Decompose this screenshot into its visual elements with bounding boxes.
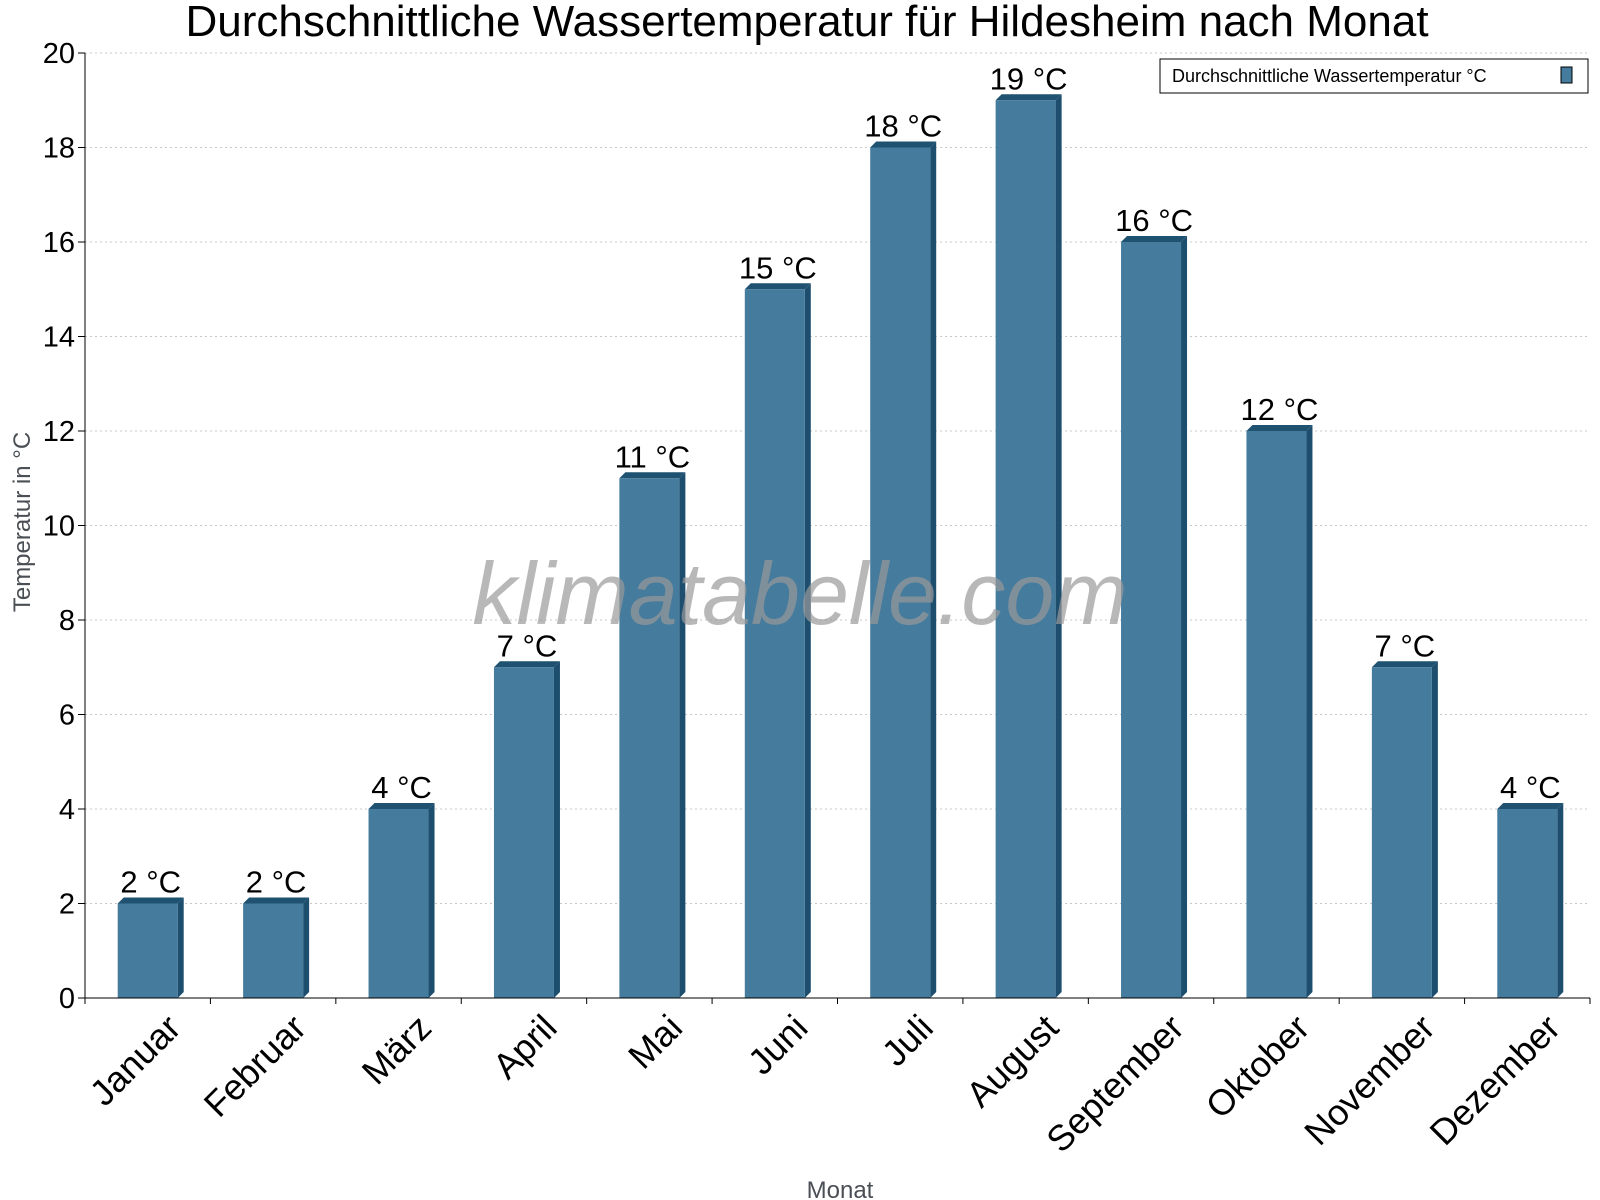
x-tick-label: November xyxy=(1296,1007,1442,1153)
bar-top xyxy=(995,94,1062,101)
bar-side xyxy=(553,661,560,998)
bar-top xyxy=(619,472,686,479)
bar-top xyxy=(243,897,310,904)
bar xyxy=(1246,431,1307,998)
bar xyxy=(870,147,931,998)
bar-side xyxy=(804,283,811,998)
bar xyxy=(1121,242,1182,998)
bar xyxy=(744,289,805,998)
bar xyxy=(995,100,1056,998)
y-tick-label: 10 xyxy=(43,511,75,543)
x-tick-label: Oktober xyxy=(1198,1007,1318,1127)
bar-top xyxy=(368,803,435,809)
watermark: klimatabelle.com xyxy=(472,544,1127,643)
bar-Februar xyxy=(243,897,310,998)
data-label: 2 °C xyxy=(120,865,181,900)
bar-Oktober xyxy=(1246,425,1313,998)
bar-side xyxy=(303,897,310,998)
bar xyxy=(493,667,554,998)
bar-side xyxy=(1431,661,1438,998)
bar-side xyxy=(1055,94,1062,998)
y-tick-label: 18 xyxy=(43,133,75,165)
x-tick-label: August xyxy=(958,1007,1066,1115)
bar-Mai xyxy=(619,472,686,998)
grid-lines xyxy=(85,52,1590,904)
bar-top xyxy=(493,661,560,668)
x-tick-label: Februar xyxy=(196,1007,314,1125)
chart-title: Durchschnittliche Wassertemperatur für H… xyxy=(185,0,1428,46)
data-label: 2 °C xyxy=(246,865,307,900)
data-label: 7 °C xyxy=(1375,628,1436,663)
bar-side xyxy=(1306,425,1313,998)
bar-side xyxy=(428,803,435,998)
y-tick-label: 6 xyxy=(59,700,75,732)
x-tick-label: September xyxy=(1038,1007,1192,1161)
data-label: 12 °C xyxy=(1241,392,1319,427)
bar-März xyxy=(368,803,435,998)
x-axis-ticks: Januar Februar März April Mai Juni Juli AugustS… xyxy=(82,998,1591,1161)
data-label: 7 °C xyxy=(497,628,558,663)
bar xyxy=(619,478,680,998)
bar-side xyxy=(1557,803,1564,998)
bar xyxy=(243,903,304,998)
bar-series xyxy=(117,94,1564,998)
x-axis-label: Monat xyxy=(807,1177,874,1200)
x-tick-label: Juli xyxy=(874,1007,941,1074)
bar-Dezember xyxy=(1497,803,1564,998)
bar-Juni xyxy=(744,283,811,998)
y-tick-label: 20 xyxy=(43,38,75,70)
data-label: 18 °C xyxy=(864,109,942,144)
y-tick-label: 8 xyxy=(59,605,75,637)
legend-label: Durchschnittliche Wassertemperatur °C xyxy=(1172,66,1487,86)
bar xyxy=(1371,667,1432,998)
data-label: 4 °C xyxy=(371,770,432,805)
bar xyxy=(117,903,178,998)
bar-side xyxy=(1181,236,1188,998)
bar xyxy=(1497,809,1558,998)
y-axis-label: Temperatur in °C xyxy=(9,432,36,612)
bar xyxy=(368,809,429,998)
y-tick-label: 12 xyxy=(43,416,75,448)
bar-August xyxy=(995,94,1062,998)
bar-September xyxy=(1121,236,1188,998)
bar-Juli xyxy=(870,141,937,998)
bar-top xyxy=(1246,425,1313,431)
bar-top xyxy=(1371,661,1438,668)
bar-top xyxy=(744,283,811,290)
bar-side xyxy=(177,897,184,998)
bar-top xyxy=(117,897,184,904)
x-tick-label: Mai xyxy=(620,1007,690,1077)
data-label: 11 °C xyxy=(615,439,691,474)
y-tick-label: 4 xyxy=(59,794,75,826)
x-tick-label: Januar xyxy=(82,1007,189,1114)
y-tick-label: 14 xyxy=(43,322,75,354)
bar-top xyxy=(870,141,937,148)
data-label: 19 °C xyxy=(990,61,1068,96)
y-tick-label: 16 xyxy=(43,227,75,259)
y-tick-label: 2 xyxy=(59,889,75,921)
y-tick-label: 0 xyxy=(59,983,75,1015)
bar-top xyxy=(1121,236,1188,242)
bar-side xyxy=(679,472,686,998)
bar-November xyxy=(1371,661,1438,998)
bar-Januar xyxy=(117,897,184,998)
data-labels: 2 °C 2 °C 4 °C 7 °C 11 °C 15 °C 18 °C 19 °C 16 °… xyxy=(120,61,1560,899)
data-label: 4 °C xyxy=(1500,770,1561,805)
bar-side xyxy=(930,141,937,998)
data-label: 15 °C xyxy=(739,250,817,285)
bar-April xyxy=(493,661,560,998)
x-tick-label: März xyxy=(354,1007,440,1093)
y-axis-ticks: 0 2 4 6 8 10 12 14 16 18 20 xyxy=(43,38,85,1015)
legend-swatch xyxy=(1560,66,1573,84)
data-label: 16 °C xyxy=(1115,203,1193,238)
legend-box xyxy=(1159,58,1589,94)
x-tick-label: Juni xyxy=(740,1007,816,1083)
x-tick-label: April xyxy=(485,1007,565,1087)
legend: Durchschnittliche Wassertemperatur °C xyxy=(1159,58,1589,94)
x-tick-label: Dezember xyxy=(1422,1007,1568,1153)
bar-top xyxy=(1497,803,1564,809)
